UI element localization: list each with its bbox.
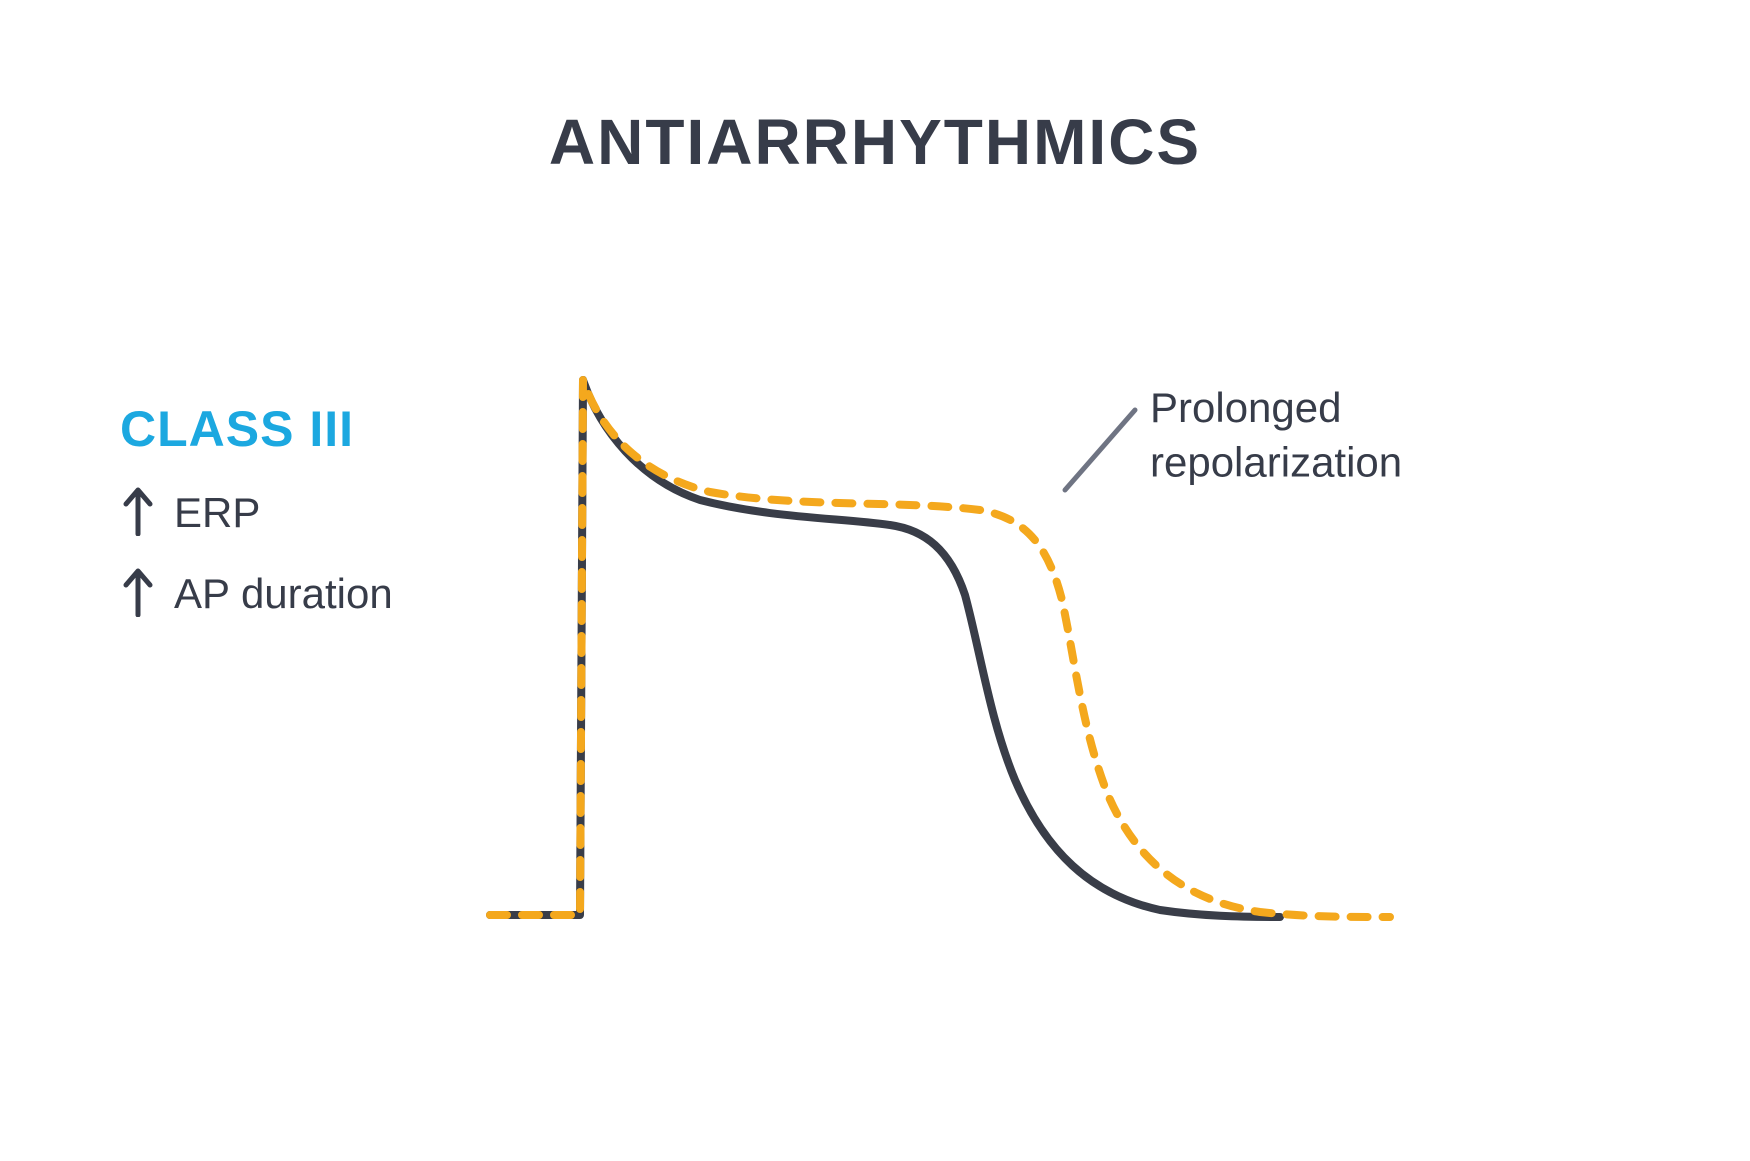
page-title: ANTIARRHYTHMICS [0,105,1750,179]
side-panel: CLASS III ERP AP duration [120,400,393,646]
ap-chart: Prolonged repolarization [470,350,1490,995]
ap-chart-svg: Prolonged repolarization [470,350,1490,990]
effect-label-ap-duration: AP duration [174,570,393,618]
annotation-line1: Prolonged [1150,384,1341,431]
arrow-up-icon [120,484,156,541]
class-label: CLASS III [120,400,393,458]
effect-row-ap-duration: AP duration [120,565,393,622]
arrow-up-icon [120,565,156,622]
annotation-line2: repolarization [1150,439,1402,486]
annotation-text: Prolonged repolarization [1150,384,1402,486]
annotation-leader [1065,410,1135,490]
effect-label-erp: ERP [174,489,260,537]
effect-row-erp: ERP [120,484,393,541]
